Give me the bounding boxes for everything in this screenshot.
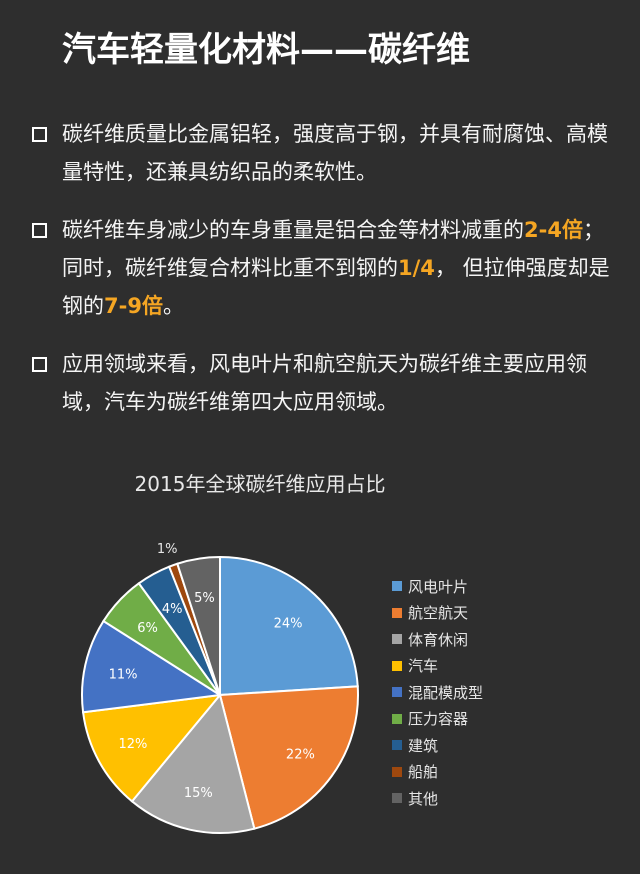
legend-swatch — [392, 713, 402, 724]
legend-item: 船舶 — [392, 759, 483, 786]
page-title: 汽车轻量化材料——碳纤维 — [62, 30, 470, 70]
data-label-6: 4% — [162, 602, 183, 617]
data-label-7: 1% — [157, 542, 178, 557]
legend-item: 其他 — [392, 785, 483, 812]
pie-slice-8 — [176, 555, 221, 696]
bullet-item: 碳纤维车身减少的车身重量是铝合金等材料减重的2-4倍；同时，碳纤维复合材料比重不… — [30, 211, 610, 325]
chart-legend: 风电叶片航空航天体育休闲汽车混配模成型压力容器建筑船舶其他 — [392, 573, 483, 812]
pie-chart-svg: 24% 22% 15% 12% 11% 6% 4% 1% 5% — [81, 542, 359, 834]
bullet-text-segment: ；同时，碳纤维复合材料比重不到钢的 — [62, 218, 604, 280]
data-label-3: 12% — [118, 737, 147, 752]
pie-slice-4 — [81, 619, 223, 714]
legend-label: 混配模成型 — [408, 683, 484, 702]
bullet-text-segment: 碳纤维质量比金属铝轻，强度高于钢，并具有耐腐蚀、高模量特性，还兼具纺织品的柔软性… — [62, 122, 608, 184]
legend-swatch — [392, 793, 402, 804]
legend-item: 建筑 — [392, 732, 483, 759]
bullet-list: 碳纤维质量比金属铝轻，强度高于钢，并具有耐腐蚀、高模量特性，还兼具纺织品的柔软性… — [30, 115, 610, 441]
pie-slice-2 — [130, 692, 256, 834]
legend-item: 体育休闲 — [392, 626, 483, 653]
legend-label: 船舶 — [408, 763, 439, 782]
legend-item: 混配模成型 — [392, 679, 483, 706]
square-bullet-icon — [32, 127, 47, 142]
legend-swatch — [392, 607, 402, 618]
legend-swatch — [392, 740, 402, 751]
legend-swatch — [392, 766, 402, 777]
legend-label: 风电叶片 — [408, 577, 469, 596]
chart-title: 2015年全球碳纤维应用占比 — [134, 472, 386, 496]
legend-item: 压力容器 — [392, 706, 483, 733]
data-label-2: 15% — [184, 786, 213, 801]
pie-slice-3 — [81, 693, 223, 803]
bullet-item: 应用领域来看，风电叶片和航空航天为碳纤维主要应用领域，汽车为碳纤维第四大应用领域… — [30, 345, 610, 421]
bullet-item: 碳纤维质量比金属铝轻，强度高于钢，并具有耐腐蚀、高模量特性，还兼具纺织品的柔软性… — [30, 115, 610, 191]
legend-swatch — [392, 687, 402, 698]
highlight-value: 1/4 — [398, 256, 435, 280]
legend-swatch — [392, 634, 402, 645]
legend-item: 航空航天 — [392, 600, 483, 627]
bullet-text-segment: 。 — [162, 294, 184, 318]
legend-item: 风电叶片 — [392, 573, 483, 600]
pie-chart: 2015年全球碳纤维应用占比 24% 22% 15% 12% 11% 6% 4% 1% 5% 风… — [0, 460, 640, 874]
legend-label: 体育休闲 — [408, 630, 469, 649]
legend-label: 汽车 — [408, 657, 439, 676]
bullet-text: 碳纤维质量比金属铝轻，强度高于钢，并具有耐腐蚀、高模量特性，还兼具纺织品的柔软性… — [62, 122, 608, 184]
pie-slice-0 — [219, 555, 359, 697]
square-bullet-icon — [32, 357, 47, 372]
data-label-1: 22% — [286, 747, 315, 762]
legend-label: 压力容器 — [408, 710, 469, 729]
data-label-4: 11% — [109, 667, 138, 682]
legend-swatch — [392, 660, 402, 671]
bullet-text: 应用领域来看，风电叶片和航空航天为碳纤维主要应用领域，汽车为碳纤维第四大应用领域… — [62, 352, 587, 414]
square-bullet-icon — [32, 223, 47, 238]
legend-label: 航空航天 — [408, 604, 469, 623]
legend-swatch — [392, 581, 402, 592]
bullet-text-segment: ， 但拉伸强度却是钢的 — [62, 256, 610, 318]
bullet-text-segment: 应用领域来看，风电叶片和航空航天为碳纤维主要应用领域，汽车为碳纤维第四大应用领域… — [62, 352, 587, 414]
bullet-text-segment: 碳纤维车身减少的车身重量是铝合金等材料减重的 — [62, 218, 524, 242]
pie-slice-1 — [218, 685, 359, 830]
data-label-8: 5% — [194, 591, 215, 606]
legend-label: 建筑 — [408, 736, 439, 755]
data-label-5: 6% — [137, 621, 158, 636]
data-label-0: 24% — [274, 617, 303, 632]
legend-item: 汽车 — [392, 653, 483, 680]
highlight-value: 2-4倍 — [524, 218, 583, 242]
highlight-value: 7-9倍 — [104, 294, 163, 318]
bullet-text: 碳纤维车身减少的车身重量是铝合金等材料减重的2-4倍；同时，碳纤维复合材料比重不… — [62, 218, 610, 318]
legend-label: 其他 — [408, 789, 439, 808]
